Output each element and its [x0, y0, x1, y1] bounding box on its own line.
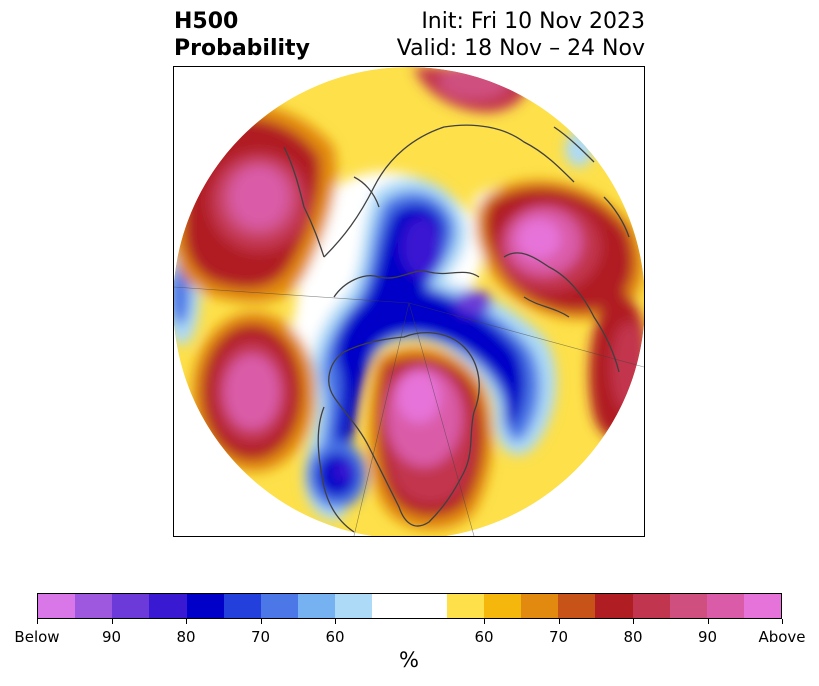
colorbar-units: %	[399, 648, 419, 672]
probability-map	[174, 67, 644, 536]
colorbar-segment	[260, 594, 299, 618]
colorbar-segment	[669, 594, 707, 618]
title-variable: H500	[174, 9, 239, 34]
colorbar-tick-label: Below	[14, 628, 60, 646]
colorbar-segment	[632, 594, 670, 618]
colorbar-tick-mark	[37, 619, 38, 624]
title-valid-range: Valid: 18 Nov – 24 Nov	[396, 36, 645, 61]
colorbar-tick-mark	[707, 619, 709, 624]
colorbar-tick-mark	[335, 619, 336, 624]
colorbar-segment	[743, 594, 782, 618]
title-right: Init: Fri 10 Nov 2023 Valid: 18 Nov – 24…	[397, 8, 645, 62]
colorbar	[37, 593, 782, 619]
colorbar-segment	[298, 594, 336, 618]
colorbar-tick-label: 80	[176, 628, 196, 646]
title-product: Probability	[174, 36, 310, 61]
colorbar-segment	[186, 594, 224, 618]
colorbar-segment	[75, 594, 113, 618]
colorbar-tick-mark	[111, 619, 113, 624]
colorbar-tick-mark	[558, 619, 560, 624]
colorbar-tick-label: 70	[548, 628, 569, 646]
title-left: H500 Probability	[174, 8, 310, 62]
colorbar-segment	[409, 594, 447, 618]
colorbar-segment	[521, 594, 559, 618]
colorbar-segment	[38, 594, 76, 618]
colorbar-segment	[595, 594, 633, 618]
colorbar-tick-label: 70	[250, 628, 271, 646]
colorbar-segment	[223, 594, 261, 618]
colorbar-segment	[706, 594, 744, 618]
colorbar-tick-mark	[782, 619, 783, 624]
colorbar-tick-mark	[186, 619, 187, 624]
colorbar-segment	[558, 594, 596, 618]
colorbar-tick-label: 60	[474, 628, 494, 646]
colorbar-tick-label: 90	[697, 628, 718, 646]
colorbar-segment	[112, 594, 150, 618]
map-panel	[173, 66, 645, 537]
colorbar-segment	[446, 594, 484, 618]
colorbar-segment	[335, 594, 373, 618]
colorbar-segment	[149, 594, 187, 618]
colorbar-tick-mark	[484, 619, 485, 624]
colorbar-segment	[483, 594, 522, 618]
colorbar-tick-label: 90	[101, 628, 122, 646]
coastlines	[283, 124, 630, 533]
colorbar-tick-label: 80	[623, 628, 643, 646]
title-init-date: Init: Fri 10 Nov 2023	[421, 9, 645, 34]
colorbar-tick-label: Above	[758, 628, 806, 646]
probability-field	[174, 67, 644, 536]
colorbar-tick-label: 60	[325, 628, 345, 646]
colorbar-tick-mark	[633, 619, 634, 624]
colorbar-segment	[372, 594, 410, 618]
colorbar-tick-mark	[260, 619, 262, 624]
